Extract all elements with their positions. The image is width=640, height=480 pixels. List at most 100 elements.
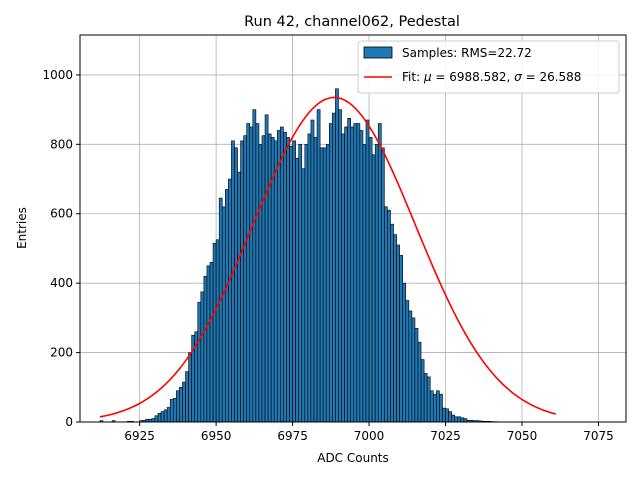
histogram-bar	[451, 414, 456, 423]
x-axis-label: ADC Counts	[317, 451, 389, 465]
histogram-bar	[374, 144, 379, 423]
histogram-bar	[188, 352, 192, 423]
histogram-bar	[160, 411, 165, 423]
histogram-bar	[224, 189, 229, 423]
histogram-bar	[289, 145, 293, 423]
histogram-bar	[432, 393, 437, 423]
x-tick-label: 6975	[277, 429, 308, 443]
histogram-bar	[365, 119, 370, 423]
histogram-bar	[313, 137, 318, 423]
histogram-bar	[436, 390, 440, 423]
histogram-bar	[295, 157, 300, 423]
x-tick-label: 7025	[430, 429, 461, 443]
histogram-bar	[231, 140, 235, 423]
x-tick-label: 6950	[201, 429, 232, 443]
histogram-bar	[292, 140, 296, 423]
histogram-bar	[405, 300, 410, 423]
histogram-bar	[298, 144, 303, 423]
histogram-bar	[338, 109, 342, 423]
y-axis-ticks: 0 200 400 600 800 1000	[42, 68, 80, 429]
histogram-bar	[429, 390, 434, 423]
histogram-bar	[252, 109, 257, 423]
histogram-bar	[328, 123, 333, 423]
histogram-bar	[390, 223, 394, 423]
histogram-bar	[261, 135, 266, 423]
histogram-bar	[384, 206, 388, 423]
histogram-bar	[344, 126, 348, 423]
histogram-bar	[408, 310, 413, 423]
histogram-bar	[307, 133, 312, 423]
x-tick-label: 7050	[507, 429, 538, 443]
histogram-bar	[283, 131, 287, 423]
histogram-bars	[99, 88, 498, 423]
histogram-bar	[215, 239, 220, 423]
histogram-bar	[463, 418, 468, 423]
histogram-bar	[237, 171, 241, 423]
histogram-bar	[310, 119, 315, 423]
histogram-bar	[341, 133, 345, 423]
histogram-bar	[417, 341, 422, 423]
histogram-bar	[423, 373, 428, 423]
histogram-bar	[221, 206, 226, 423]
histogram-bar	[234, 147, 238, 423]
histogram-bar	[347, 118, 352, 423]
histogram-bar	[356, 123, 361, 423]
histogram-bar	[240, 140, 244, 423]
gaussian-fit-curve	[99, 96, 556, 418]
legend: Samples: RMS=22.72 Fit: μ = 6988.582, σ …	[357, 40, 620, 94]
x-tick-label: 6925	[124, 429, 155, 443]
histogram-bar	[399, 255, 404, 423]
histogram-bar	[276, 130, 281, 423]
histogram-bar	[182, 381, 186, 423]
histogram-bar	[212, 242, 217, 423]
histogram-bar	[316, 109, 321, 423]
y-tick-label: 0	[65, 415, 73, 429]
histogram-bar	[362, 144, 367, 423]
histogram-bar	[176, 390, 180, 423]
histogram-bar	[332, 112, 336, 423]
y-tick-label: 200	[50, 346, 73, 360]
histogram-bar	[151, 418, 156, 423]
histogram-bar	[301, 168, 306, 423]
histogram-bar	[377, 123, 382, 423]
histogram-bar	[402, 282, 407, 423]
histogram-bar	[169, 399, 174, 423]
histogram-bar	[353, 123, 358, 423]
histogram-bar	[359, 130, 364, 423]
histogram-bar	[325, 144, 330, 423]
histogram-bar	[335, 88, 339, 423]
legend-box	[357, 40, 620, 94]
histogram-bar	[267, 133, 272, 423]
legend-fit-label: Fit: μ = 6988.582, σ = 26.588	[402, 70, 581, 84]
histogram-bar	[426, 376, 431, 423]
histogram-bar	[209, 262, 214, 423]
histogram-bar	[439, 393, 443, 423]
histogram-bar	[454, 416, 459, 423]
histogram-bar	[273, 140, 278, 423]
y-tick-label: 400	[50, 276, 73, 290]
histogram-bar	[243, 135, 248, 423]
histogram-bar	[246, 123, 251, 423]
histogram-bar	[414, 327, 419, 423]
y-tick-label: 1000	[42, 68, 73, 82]
histogram-bar	[203, 275, 208, 423]
histogram-bar	[264, 114, 269, 423]
histogram-bar	[304, 144, 309, 423]
histogram-bar	[286, 137, 290, 423]
histogram-bar	[371, 154, 376, 423]
histogram-bar	[163, 409, 168, 423]
histogram-bar	[448, 411, 452, 423]
x-tick-label: 7075	[583, 429, 614, 443]
histogram-bar	[350, 126, 355, 423]
x-tick-label: 7000	[354, 429, 385, 443]
plot-frame	[79, 34, 627, 423]
histogram-bar	[411, 317, 416, 423]
y-tick-label: 600	[50, 207, 73, 221]
histogram-bar	[206, 265, 211, 423]
histogram-bar	[179, 386, 183, 423]
histogram-bar	[154, 415, 159, 423]
legend-samples-label: Samples: RMS=22.72	[402, 46, 532, 60]
histogram-bar	[393, 234, 397, 423]
legend-samples-swatch	[363, 46, 393, 59]
